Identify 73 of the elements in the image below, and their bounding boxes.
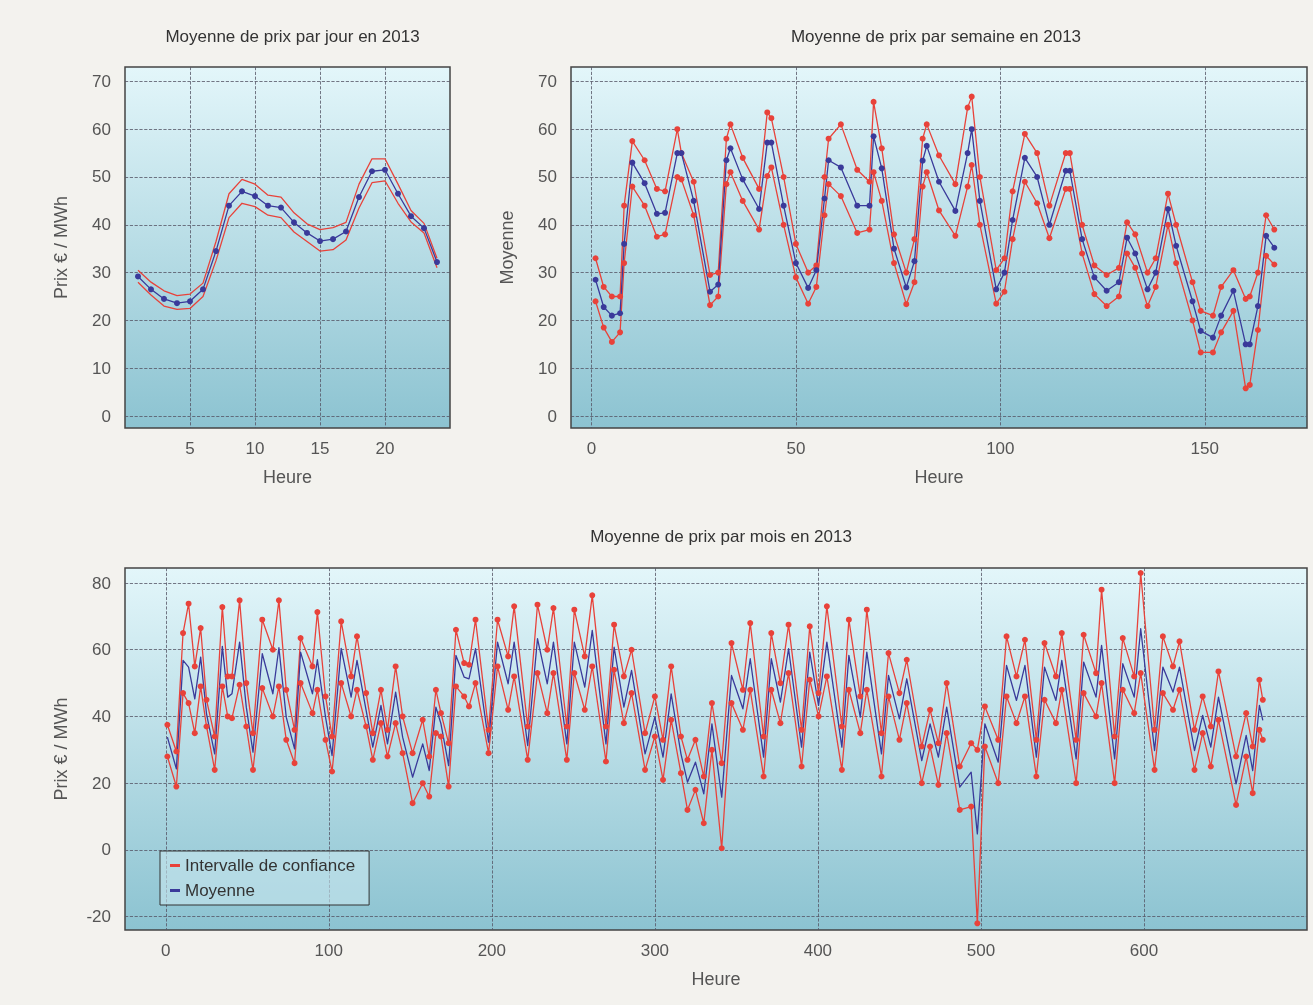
y-tick-label: 20 bbox=[92, 310, 111, 330]
y-tick-label: 10 bbox=[92, 358, 111, 378]
point bbox=[187, 298, 193, 305]
y-tick-label: 50 bbox=[538, 167, 557, 187]
point bbox=[200, 286, 206, 293]
point bbox=[317, 238, 323, 245]
y-tick-label: 60 bbox=[538, 119, 557, 139]
x-tick-label: 10 bbox=[245, 439, 265, 458]
x-tick-label: 100 bbox=[314, 941, 343, 960]
point bbox=[434, 259, 440, 266]
y-tick-label: 40 bbox=[92, 706, 111, 726]
x-tick-label: 0 bbox=[161, 941, 171, 960]
point bbox=[304, 229, 310, 236]
point bbox=[213, 248, 219, 255]
point bbox=[174, 300, 180, 307]
point bbox=[382, 166, 388, 173]
y-tick-label: 60 bbox=[92, 119, 111, 139]
y-axis-title: Prix € / MWh bbox=[51, 195, 71, 300]
y-tick-label: 80 bbox=[92, 573, 111, 593]
x-axis-title: Heure bbox=[914, 467, 964, 487]
point bbox=[408, 213, 414, 220]
chart-title: Moyenne de prix par semaine en 2013 bbox=[790, 27, 1082, 46]
x-tick-label: 0 bbox=[586, 439, 597, 458]
y-tick-label: 10 bbox=[538, 358, 557, 378]
y-axis-title: Prix € / MWh bbox=[51, 697, 71, 801]
legend-label: Intervalle de confiance bbox=[185, 856, 356, 875]
x-tick-label: 5 bbox=[185, 439, 195, 458]
point bbox=[265, 202, 271, 209]
y-tick-label: 70 bbox=[538, 71, 557, 91]
x-tick-label: 300 bbox=[640, 941, 670, 960]
point bbox=[343, 228, 349, 235]
point bbox=[278, 204, 284, 211]
y-tick-label: 0 bbox=[547, 406, 557, 426]
y-tick-label: 70 bbox=[92, 71, 111, 91]
y-tick-label: 0 bbox=[101, 840, 111, 860]
x-tick-label: 15 bbox=[310, 439, 330, 458]
point bbox=[421, 225, 427, 232]
y-tick-label: 20 bbox=[92, 773, 111, 793]
line-series bbox=[166, 628, 1264, 835]
y-axis-title: Moyenne bbox=[497, 210, 517, 285]
chart-title: Moyenne de prix par jour en 2013 bbox=[165, 27, 420, 46]
point bbox=[356, 194, 362, 201]
y-tick-label: 20 bbox=[538, 310, 557, 330]
point bbox=[395, 190, 401, 197]
point bbox=[330, 236, 336, 243]
chart-title: Moyenne de prix par mois en 2013 bbox=[590, 527, 852, 546]
x-axis-title: Heure bbox=[262, 467, 313, 487]
y-tick-label: 30 bbox=[538, 263, 557, 283]
x-tick-label: 150 bbox=[1190, 439, 1219, 458]
point bbox=[148, 286, 154, 293]
point bbox=[226, 202, 232, 209]
y-tick-label: 0 bbox=[101, 406, 111, 426]
point bbox=[369, 168, 375, 175]
y-tick-label: -20 bbox=[86, 907, 111, 927]
point bbox=[161, 295, 167, 302]
x-tick-label: 20 bbox=[375, 439, 395, 458]
x-tick-label: 600 bbox=[1129, 941, 1159, 960]
x-tick-label: 500 bbox=[966, 941, 996, 960]
x-tick-label: 200 bbox=[477, 941, 507, 960]
x-tick-label: 50 bbox=[786, 439, 806, 458]
y-tick-label: 30 bbox=[92, 263, 111, 283]
y-tick-label: 50 bbox=[92, 167, 111, 187]
point bbox=[239, 188, 245, 195]
x-tick-label: 100 bbox=[986, 439, 1015, 458]
x-tick-label: 400 bbox=[803, 941, 833, 960]
point bbox=[252, 193, 258, 200]
y-tick-label: 40 bbox=[92, 215, 111, 235]
y-tick-label: 40 bbox=[538, 215, 557, 235]
point bbox=[135, 273, 141, 280]
legend-label: Moyenne bbox=[185, 881, 255, 900]
x-axis-title: Heure bbox=[691, 969, 741, 989]
point bbox=[291, 219, 297, 226]
y-tick-label: 60 bbox=[92, 640, 111, 660]
